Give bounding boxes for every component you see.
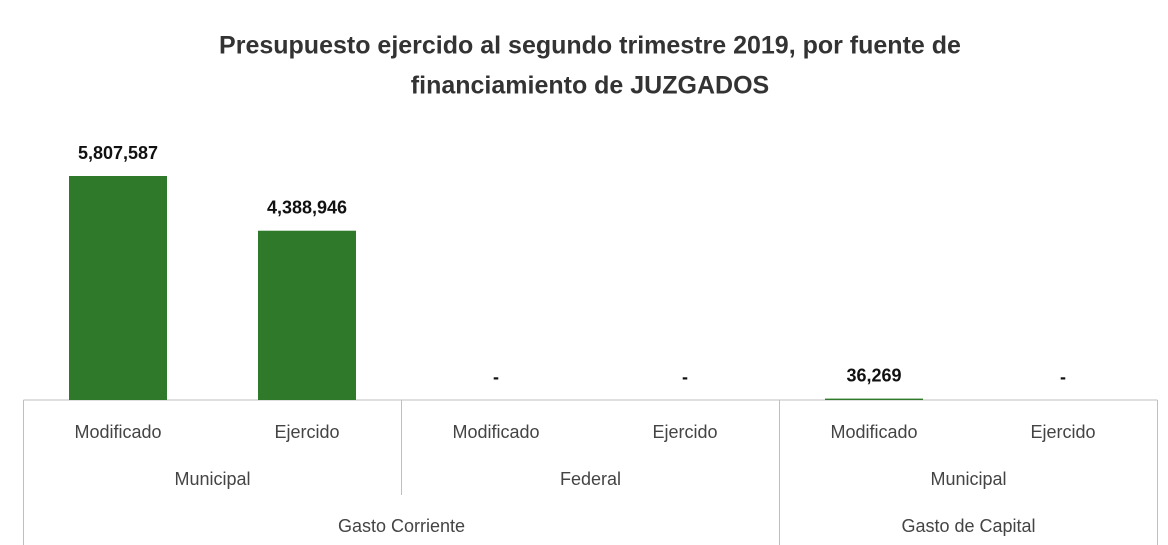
x-tick-label: Ejercido — [274, 422, 339, 442]
data-label: 4,388,946 — [267, 197, 347, 217]
subgroup-label: Federal — [560, 469, 621, 489]
bar — [258, 230, 356, 400]
group-label: Gasto Corriente — [338, 516, 465, 536]
chart-title: Presupuesto ejercido al segundo trimestr… — [219, 32, 961, 60]
data-label: 36,269 — [846, 365, 901, 385]
subgroup-label: Municipal — [174, 469, 250, 489]
x-tick-label: Ejercido — [1030, 422, 1095, 442]
x-tick-label: Modificado — [74, 422, 161, 442]
x-tick-label: Modificado — [830, 422, 917, 442]
bar — [69, 176, 167, 400]
data-label: - — [493, 367, 499, 387]
chart-title: financiamiento de JUZGADOS — [411, 72, 769, 100]
subgroup-label: Municipal — [930, 469, 1006, 489]
data-label: - — [682, 367, 688, 387]
bar — [825, 398, 923, 400]
data-label: - — [1060, 367, 1066, 387]
data-label: 5,807,587 — [78, 143, 158, 163]
x-tick-label: Modificado — [452, 422, 539, 442]
group-label: Gasto de Capital — [901, 516, 1035, 536]
x-tick-label: Ejercido — [652, 422, 717, 442]
